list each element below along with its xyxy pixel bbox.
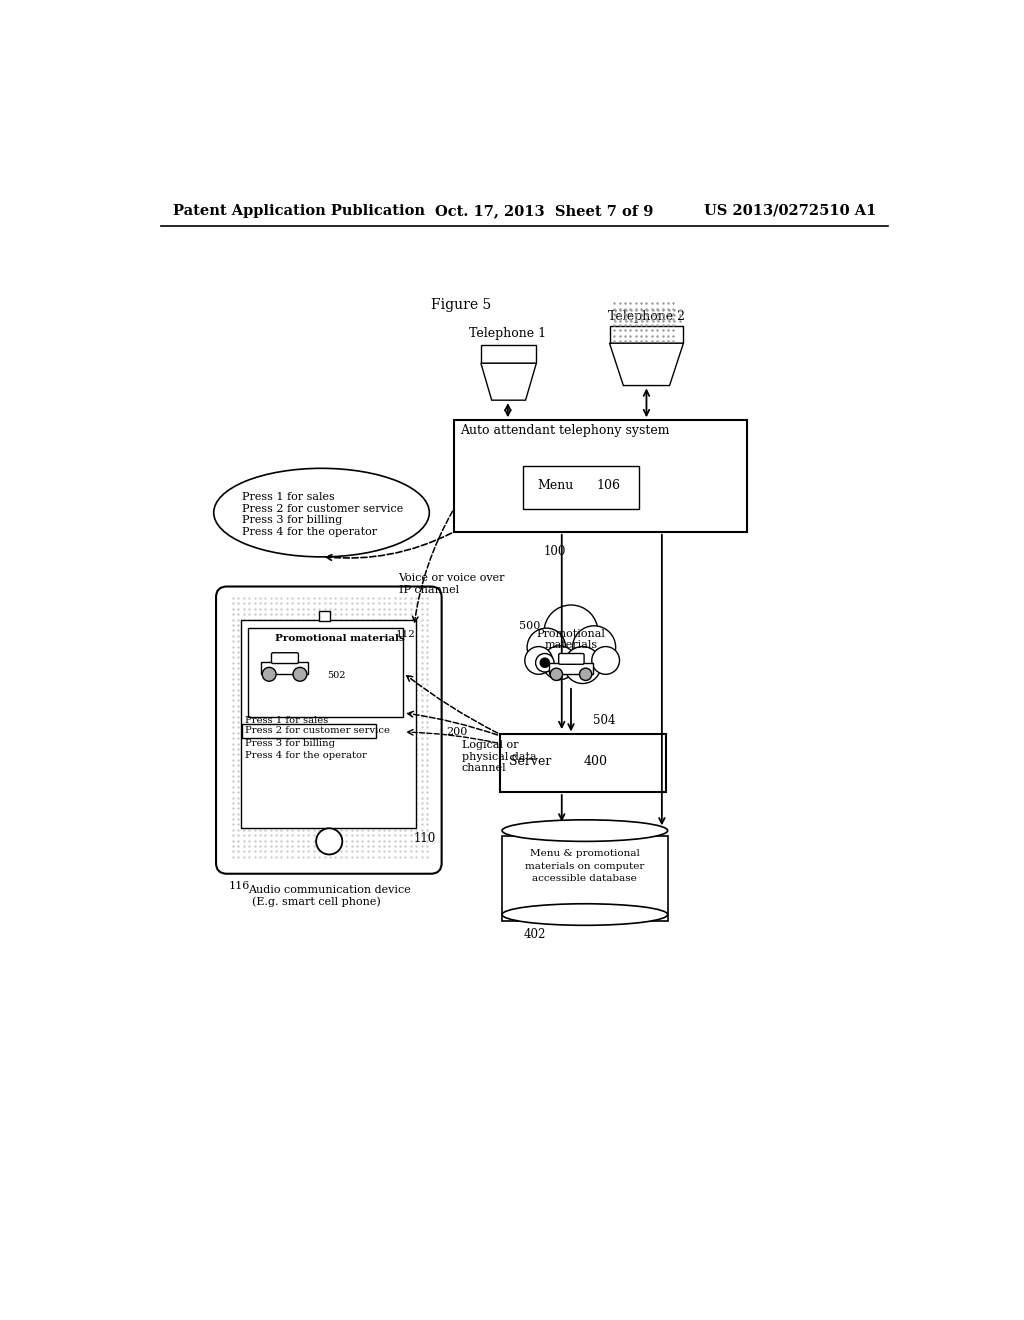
- Text: Logical or: Logical or: [462, 741, 518, 750]
- FancyBboxPatch shape: [243, 723, 376, 738]
- FancyBboxPatch shape: [523, 466, 639, 508]
- Polygon shape: [609, 343, 683, 385]
- Text: Auto attendant telephony system: Auto attendant telephony system: [460, 425, 670, 437]
- Text: physical data: physical data: [462, 751, 537, 762]
- FancyBboxPatch shape: [549, 663, 593, 675]
- Circle shape: [544, 605, 598, 659]
- Text: 400: 400: [584, 755, 607, 768]
- Text: Press 3 for billing: Press 3 for billing: [243, 515, 342, 525]
- Text: Menu & promotional: Menu & promotional: [530, 849, 640, 858]
- Circle shape: [564, 647, 601, 684]
- Text: Press 4 for the operator: Press 4 for the operator: [245, 751, 367, 759]
- Text: materials on computer: materials on computer: [525, 862, 644, 870]
- Polygon shape: [481, 363, 537, 400]
- Circle shape: [550, 668, 562, 681]
- FancyBboxPatch shape: [261, 663, 308, 675]
- Circle shape: [543, 645, 577, 680]
- Text: Figure 5: Figure 5: [431, 298, 492, 312]
- Text: IP channel: IP channel: [398, 585, 459, 594]
- Text: 116: 116: [229, 880, 251, 891]
- Text: 502: 502: [327, 672, 345, 680]
- Text: Press 2 for customer service: Press 2 for customer service: [245, 726, 389, 735]
- Circle shape: [316, 829, 342, 854]
- Text: Press 3 for billing: Press 3 for billing: [245, 739, 335, 748]
- Text: Oct. 17, 2013  Sheet 7 of 9: Oct. 17, 2013 Sheet 7 of 9: [435, 203, 653, 218]
- Text: materials: materials: [545, 640, 598, 649]
- Text: Press 2 for customer service: Press 2 for customer service: [243, 504, 403, 513]
- Text: Patent Application Publication: Patent Application Publication: [173, 203, 425, 218]
- FancyBboxPatch shape: [559, 653, 584, 664]
- Text: Press 1 for sales: Press 1 for sales: [245, 715, 328, 725]
- Text: accessible database: accessible database: [532, 874, 637, 883]
- Text: 106: 106: [596, 479, 621, 492]
- FancyBboxPatch shape: [319, 611, 330, 622]
- Text: Server: Server: [509, 755, 552, 768]
- FancyBboxPatch shape: [248, 628, 403, 717]
- Text: Promotional materials: Promotional materials: [274, 635, 404, 643]
- Text: Voice or voice over: Voice or voice over: [398, 573, 505, 583]
- FancyBboxPatch shape: [481, 345, 537, 363]
- Text: US 2013/0272510 A1: US 2013/0272510 A1: [705, 203, 877, 218]
- FancyBboxPatch shape: [609, 326, 683, 343]
- Circle shape: [293, 668, 307, 681]
- Text: Press 1 for sales: Press 1 for sales: [243, 492, 335, 502]
- Circle shape: [262, 668, 276, 681]
- Text: 112: 112: [396, 630, 416, 639]
- FancyBboxPatch shape: [500, 734, 666, 792]
- Circle shape: [592, 647, 620, 675]
- Text: Menu: Menu: [538, 479, 573, 492]
- FancyBboxPatch shape: [216, 586, 441, 874]
- Circle shape: [536, 653, 554, 672]
- FancyBboxPatch shape: [241, 620, 416, 829]
- Circle shape: [572, 626, 615, 669]
- FancyBboxPatch shape: [454, 420, 746, 532]
- Text: 500: 500: [519, 620, 541, 631]
- Ellipse shape: [502, 820, 668, 841]
- Text: 504: 504: [593, 714, 615, 727]
- FancyBboxPatch shape: [271, 653, 298, 664]
- Text: channel: channel: [462, 763, 506, 774]
- Text: 200: 200: [446, 727, 468, 737]
- Circle shape: [541, 659, 550, 668]
- Text: Audio communication device: Audio communication device: [248, 884, 411, 895]
- Circle shape: [580, 668, 592, 681]
- Text: Press 4 for the operator: Press 4 for the operator: [243, 527, 377, 537]
- Text: 402: 402: [523, 928, 546, 941]
- Text: Telephone 2: Telephone 2: [608, 310, 685, 323]
- Text: Telephone 1: Telephone 1: [469, 327, 547, 341]
- Text: 100: 100: [544, 545, 565, 557]
- Circle shape: [527, 628, 565, 667]
- Text: (E.g. smart cell phone): (E.g. smart cell phone): [252, 896, 381, 907]
- Text: Promotional: Promotional: [537, 630, 605, 639]
- Circle shape: [525, 647, 553, 675]
- Ellipse shape: [502, 904, 668, 925]
- Ellipse shape: [214, 469, 429, 557]
- Text: 110: 110: [413, 832, 435, 845]
- FancyBboxPatch shape: [503, 836, 668, 921]
